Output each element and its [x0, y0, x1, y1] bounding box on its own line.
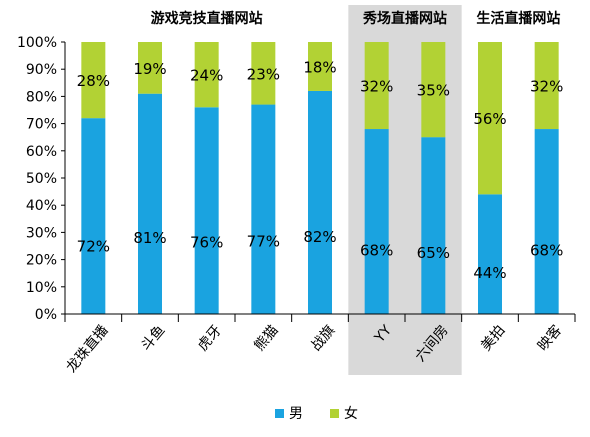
bar-label-female-1: 19%: [133, 60, 166, 78]
y-tick-label-9: 90%: [26, 62, 57, 78]
legend-label-female: 女: [344, 405, 358, 422]
bar-label-male-0: 72%: [77, 237, 110, 255]
y-tick-label-7: 70%: [26, 117, 57, 133]
y-tick-label-5: 50%: [26, 171, 57, 187]
bar-label-female-7: 56%: [473, 110, 506, 128]
bar-male-5: [364, 129, 389, 314]
bar-label-male-2: 76%: [190, 234, 223, 252]
bar-female-6: [421, 42, 446, 138]
bar-female-0: [81, 42, 106, 119]
bar-male-0: [81, 118, 106, 314]
category-label-1: 斗鱼: [137, 322, 168, 354]
bar-label-female-5: 32%: [360, 78, 393, 96]
category-label-8: 映客: [534, 322, 565, 354]
y-tick-label-3: 30%: [26, 225, 57, 241]
bar-male-4: [308, 90, 332, 315]
bar-male-7: [478, 194, 502, 314]
y-tick-label-4: 40%: [26, 198, 57, 214]
bar-label-male-8: 68%: [530, 241, 563, 259]
bar-female-5: [364, 42, 389, 130]
group-label-1: 秀场直播网站: [362, 10, 447, 27]
bar-female-3: [251, 42, 276, 105]
y-tick-label-8: 80%: [26, 89, 57, 105]
y-tick-label-2: 20%: [26, 253, 57, 269]
legend-swatch-male: [275, 409, 284, 418]
bar-label-female-0: 28%: [77, 72, 110, 90]
bar-male-6: [421, 137, 446, 314]
category-label-2: 虎牙: [195, 322, 225, 354]
bar-male-3: [251, 104, 276, 314]
category-label-4: 战旗: [308, 322, 338, 354]
bar-male-2: [194, 107, 219, 314]
bar-male-8: [534, 129, 559, 314]
y-tick-label-0: 0%: [35, 307, 57, 323]
category-label-0: 龙珠直播: [63, 322, 112, 376]
bar-label-male-7: 44%: [473, 264, 506, 282]
bar-label-male-4: 82%: [303, 228, 336, 246]
bar-label-male-5: 68%: [360, 241, 393, 259]
bar-female-2: [194, 42, 219, 108]
bar-label-female-3: 23%: [247, 65, 280, 83]
y-tick-label-10: 100%: [17, 35, 57, 51]
bar-label-female-4: 18%: [303, 58, 336, 76]
bar-label-male-1: 81%: [133, 229, 166, 247]
bar-female-7: [478, 42, 502, 195]
bar-female-8: [534, 42, 559, 130]
bar-label-female-8: 32%: [530, 78, 563, 96]
y-tick-label-1: 10%: [26, 280, 57, 296]
bar-label-male-6: 65%: [417, 244, 450, 262]
bar-label-male-3: 77%: [247, 233, 280, 251]
bar-female-1: [138, 42, 162, 94]
bar-female-4: [308, 42, 332, 91]
category-label-3: 熊猫: [251, 322, 281, 354]
bar-label-female-6: 35%: [417, 82, 450, 100]
y-tick-label-6: 60%: [26, 144, 57, 160]
category-label-7: 美拍: [478, 322, 508, 354]
bar-male-1: [138, 93, 162, 315]
group-label-0: 游戏竞技直播网站: [151, 10, 263, 27]
legend-label-male: 男: [289, 406, 303, 422]
legend-swatch-female: [330, 409, 339, 418]
group-label-2: 生活直播网站: [476, 10, 560, 27]
bar-label-female-2: 24%: [190, 67, 223, 85]
